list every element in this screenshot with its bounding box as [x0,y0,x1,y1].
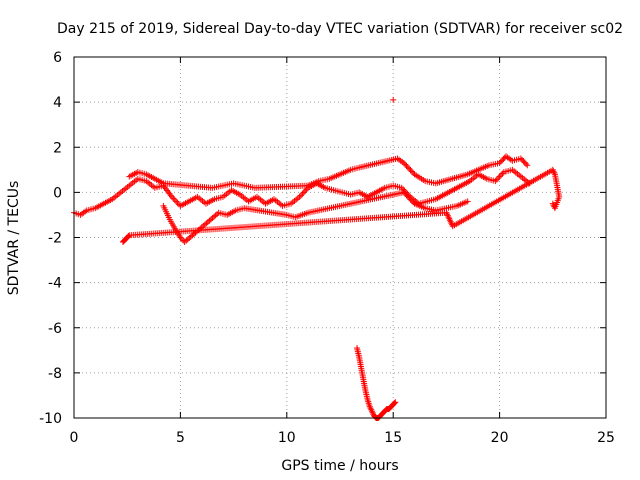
data-point-marker [209,215,216,222]
data-point-marker [390,96,397,103]
data-point-marker [170,195,177,202]
data-point-marker [402,161,409,168]
data-point-marker [187,233,194,240]
data-point-marker [207,216,214,223]
data-point-marker [404,164,411,171]
data-point-marker [171,196,178,203]
y-tick-label: 0 [53,185,62,201]
data-point-marker [391,399,398,406]
data-point-marker [407,196,414,203]
data-point-marker [517,155,524,162]
data-point-marker [186,235,193,242]
data-point-marker [302,187,309,194]
data-point-marker [300,189,307,196]
y-tick-label: 6 [53,50,62,66]
data-point-marker [499,157,506,164]
data-point-marker [406,165,413,172]
data-point-marker [493,176,500,183]
x-axis-label: GPS time / hours [281,458,398,474]
data-point-marker [184,236,191,243]
x-tick-label: 20 [491,430,509,446]
data-point-marker [392,399,399,406]
data-point-marker [403,162,410,169]
chart-title: Day 215 of 2019, Sidereal Day-to-day VTE… [57,21,623,37]
y-tick-label: -6 [48,321,62,337]
x-tick-label: 25 [597,430,615,446]
data-point-marker [408,197,415,204]
x-tick-label: 10 [278,430,296,446]
data-point-marker [496,173,503,180]
data-point-marker [204,219,211,226]
data-point-marker [498,172,505,179]
data-point-marker [500,155,507,162]
data-point-marker [406,195,413,202]
data-point-marker [400,160,407,167]
data-point-marker [521,159,528,166]
data-point-marker [214,211,221,218]
x-tick-label: 0 [70,430,79,446]
data-point-marker [403,192,410,199]
data-point-marker [190,231,197,238]
data-point-marker [206,217,213,224]
data-point-marker [211,213,218,220]
data-point-marker [125,232,132,239]
data-point-marker [400,189,407,196]
y-tick-label: -4 [48,276,62,292]
data-point-marker [522,160,529,167]
x-tick-label: 15 [384,430,402,446]
y-axis-label: SDTVAR / TECUs [6,181,22,296]
data-point-marker [181,239,188,246]
data-point-marker [496,160,503,167]
data-point-marker [549,200,556,207]
data-point-marker [464,198,471,205]
data-point-marker [410,199,417,206]
data-point-marker [404,193,411,200]
data-point-marker [407,167,414,174]
data-points [71,96,563,421]
data-point-marker [203,220,210,227]
data-point-marker [520,158,527,165]
data-point-marker [519,156,526,163]
data-point-marker [410,169,417,176]
axis-ticks: 0 5 10 15 20 25 -10 -8 -6 -4 -2 0 2 4 6 [39,50,615,446]
data-point-marker [402,190,409,197]
grid-lines [74,57,606,418]
data-point-marker [299,190,306,197]
data-point-marker [173,198,180,205]
data-point-marker [297,192,304,199]
y-tick-label: 2 [53,140,62,156]
data-point-marker [524,162,531,169]
y-tick-label: -2 [48,231,62,247]
data-point-marker [212,212,219,219]
data-point-marker [408,168,415,175]
y-tick-label: -10 [39,411,62,427]
y-tick-label: -8 [48,366,62,382]
y-tick-label: 4 [53,95,62,111]
x-tick-label: 5 [176,430,185,446]
data-point-marker [497,158,504,165]
